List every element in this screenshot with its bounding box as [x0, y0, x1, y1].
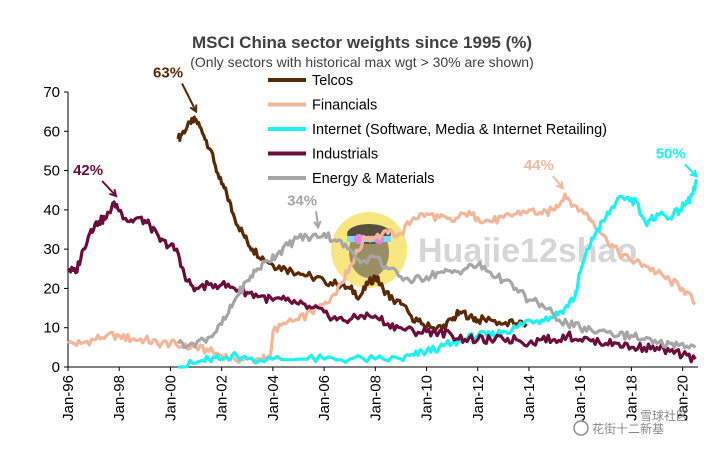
x-tick-label: Jan-04	[265, 375, 282, 421]
legend: Telcos Financials Internet (Software, Medi…	[268, 73, 607, 187]
legend-label: Internet (Software, Media & Internet Ret…	[312, 122, 607, 138]
x-tick-label: Jan-06	[316, 375, 333, 421]
watermark-avatar-icon	[331, 212, 407, 288]
x-tick-label: Jan-00	[162, 375, 179, 421]
annotation-arrowhead	[189, 104, 198, 114]
legend-label: Industrials	[312, 147, 378, 163]
y-tick-label: 50	[43, 163, 60, 180]
y-tick-label: 60	[43, 123, 60, 140]
series-line	[66, 192, 697, 365]
annotation-arrow	[315, 211, 320, 228]
x-tick-label: Jan-18	[623, 375, 640, 421]
annotation-label: 44%	[524, 157, 554, 174]
annotation-arrowhead	[555, 181, 565, 190]
watermark-footer-text: 花街十二新基	[592, 421, 664, 436]
annotation-label: 50%	[656, 145, 686, 162]
y-tick-label: 10	[43, 320, 60, 337]
x-tick-label: Jan-14	[521, 375, 538, 421]
x-tick-label: Jan-12	[470, 375, 487, 421]
annotation-arrow	[552, 175, 564, 189]
annotation-label: 42%	[73, 162, 103, 179]
annotation-arrow	[181, 83, 197, 112]
x-tick-label: Jan-02	[214, 375, 231, 421]
y-tick-label: 20	[43, 280, 60, 297]
legend-label: Energy & Materials	[312, 171, 435, 187]
watermark-community-text: 雪球社区	[640, 408, 688, 423]
series-line	[178, 179, 699, 369]
x-tick-label: Jan-98	[111, 375, 128, 421]
series-line	[176, 115, 528, 333]
x-tick-label: Jan-20	[675, 375, 692, 421]
annotations: 63% 42% 34% 44% 50%	[73, 65, 699, 230]
axes: 0 10 20 30 40 50 60 70 Jan-96 Jan-98 Jan-00 Jan-02 J…	[43, 84, 698, 421]
y-tick-label: 30	[43, 241, 60, 258]
x-tick-label: Jan-96	[60, 375, 77, 421]
annotation-arrow	[101, 180, 117, 197]
legend-label: Financials	[312, 98, 377, 114]
legend-label: Telcos	[312, 73, 353, 89]
series-line	[66, 200, 697, 364]
x-tick-label: Jan-10	[419, 375, 436, 421]
y-tick-label: 40	[43, 202, 60, 219]
series-layer	[66, 115, 699, 369]
y-tick-label: 0	[52, 359, 60, 376]
chart-subtitle: (Only sectors with historical max wgt > …	[190, 54, 534, 70]
watermark-channel-text: Huajie12shao	[418, 232, 637, 270]
series-line	[176, 231, 697, 350]
y-tick-label: 70	[43, 84, 60, 101]
footer-watermark: 花街十二新基 雪球社区	[573, 408, 688, 436]
x-tick-label: Jan-08	[367, 375, 384, 421]
annotation-arrowhead	[689, 169, 699, 178]
annotation-label: 34%	[287, 192, 317, 209]
annotation-label: 63%	[153, 65, 183, 82]
annotation-arrowhead	[313, 220, 322, 230]
annotation-arrowhead	[109, 188, 118, 198]
wechat-icon	[573, 420, 589, 436]
annotation-arrow	[684, 163, 698, 178]
x-tick-label: Jan-16	[572, 375, 589, 421]
chart-title: MSCI China sector weights since 1995 (%)	[192, 33, 532, 52]
